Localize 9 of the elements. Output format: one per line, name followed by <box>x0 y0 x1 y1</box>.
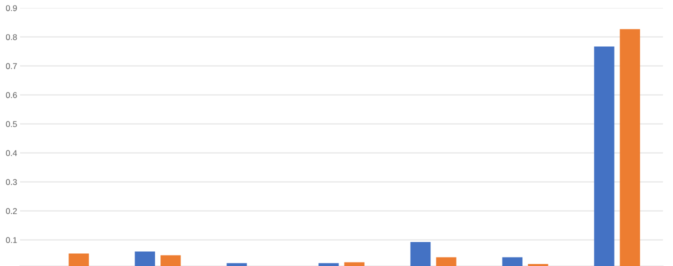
y-tick-label: 0.6 <box>6 92 17 98</box>
y-tick-label: 0.8 <box>6 34 17 40</box>
y-tick-label: 0.7 <box>6 63 17 70</box>
y-tick-label: 0.4 <box>6 150 17 156</box>
y-tick-label: 0.5 <box>6 121 17 128</box>
y-tick-label: 0.9 <box>6 5 17 12</box>
y-tick-label: 0.3 <box>6 179 17 186</box>
y-tick-label: 0.2 <box>6 208 17 214</box>
y-tick-label: 0.1 <box>6 237 17 244</box>
